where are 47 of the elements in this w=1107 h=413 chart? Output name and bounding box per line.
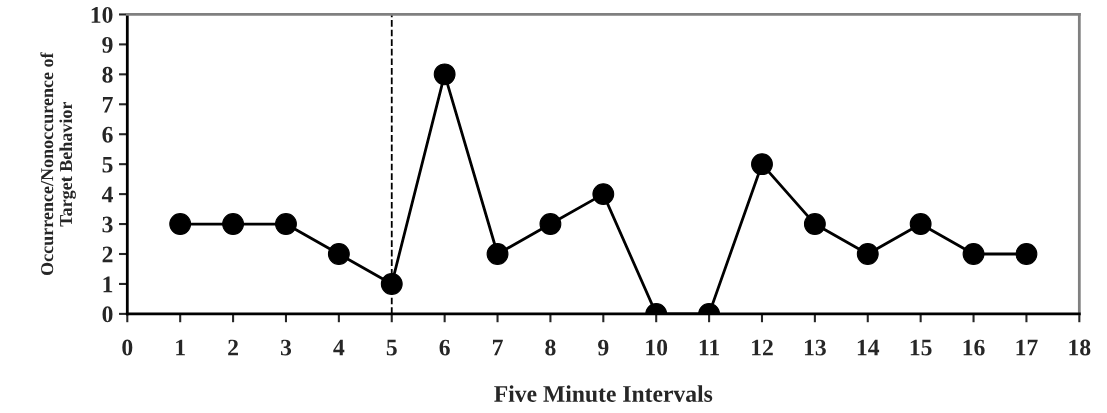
- y-tick-label: 9: [102, 36, 113, 53]
- point: [751, 153, 773, 176]
- x-tick-label: 16: [963, 339, 985, 356]
- point: [1015, 243, 1038, 265]
- point: [592, 183, 615, 206]
- y-tick-label: 10: [91, 6, 113, 23]
- y-tick-label: 8: [102, 66, 113, 83]
- y-tick-label: 7: [102, 97, 113, 113]
- point: [169, 213, 192, 235]
- x-tick-label: 15: [910, 339, 932, 356]
- point: [222, 213, 245, 235]
- x-tick-label: 12: [752, 339, 773, 356]
- x-tick-label: 5: [386, 339, 397, 356]
- x-tick-label: 4: [333, 339, 345, 356]
- x-tick-label: 6: [439, 339, 450, 356]
- x-tick-label: 3: [280, 339, 292, 356]
- y-tick-label: 1: [103, 276, 113, 293]
- x-tick-label: 17: [1016, 339, 1038, 356]
- y-tick-label: 5: [102, 156, 113, 173]
- point: [275, 213, 297, 235]
- x-tick-label: 18: [1069, 339, 1091, 356]
- point: [803, 213, 826, 235]
- x-tick-label: 7: [492, 339, 503, 356]
- point: [856, 243, 879, 265]
- x-tick-label: 9: [598, 339, 609, 356]
- y-tick-label: 6: [102, 126, 113, 143]
- x-tick-label: 10: [646, 339, 668, 356]
- y-tick-label: 0: [102, 306, 113, 323]
- x-tick-label: 14: [857, 339, 880, 356]
- y-tick-label: 4: [101, 186, 113, 203]
- point: [380, 273, 403, 295]
- x-tick-label: 1: [176, 339, 185, 356]
- point: [962, 243, 985, 265]
- point: [486, 243, 509, 265]
- point: [433, 63, 456, 86]
- point: [909, 213, 932, 235]
- x-tick-label: 2: [228, 339, 238, 356]
- y-tick-label: 2: [102, 246, 113, 263]
- x-tick-label: 8: [545, 339, 556, 356]
- x-axis-title: Five Minute Intervals: [494, 385, 713, 402]
- x-tick-label: 11: [699, 339, 720, 356]
- y-axis-title: Occurrence/Nonoccurence of Target Behavior: [40, 52, 76, 276]
- x-tick-label: 13: [804, 339, 826, 356]
- point: [539, 213, 562, 235]
- y-tick-label: 3: [102, 216, 113, 233]
- point: [327, 243, 350, 265]
- x-tick-label: 0: [122, 339, 133, 356]
